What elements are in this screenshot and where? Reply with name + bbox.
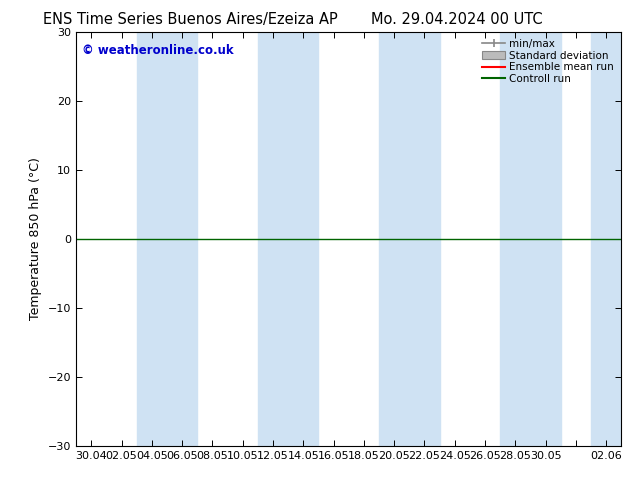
Bar bbox=[500, 32, 560, 446]
Bar bbox=[258, 32, 318, 446]
Text: © weatheronline.co.uk: © weatheronline.co.uk bbox=[82, 44, 233, 57]
Text: ENS Time Series Buenos Aires/Ezeiza AP: ENS Time Series Buenos Aires/Ezeiza AP bbox=[43, 12, 337, 27]
Bar bbox=[379, 32, 439, 446]
Legend: min/max, Standard deviation, Ensemble mean run, Controll run: min/max, Standard deviation, Ensemble me… bbox=[480, 37, 616, 86]
Bar bbox=[591, 32, 621, 446]
Bar bbox=[137, 32, 197, 446]
Y-axis label: Temperature 850 hPa (°C): Temperature 850 hPa (°C) bbox=[29, 157, 42, 320]
Text: Mo. 29.04.2024 00 UTC: Mo. 29.04.2024 00 UTC bbox=[371, 12, 542, 27]
